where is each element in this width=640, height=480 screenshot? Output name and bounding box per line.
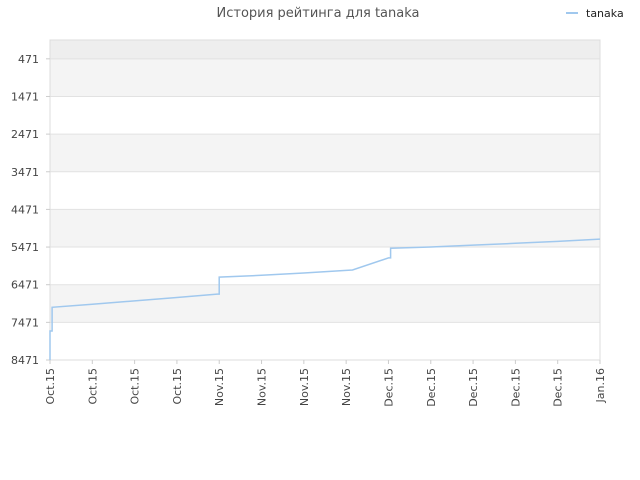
x-tick-label: Oct.15 <box>129 368 142 405</box>
plot-band <box>50 247 600 285</box>
grid-lines <box>49 39 601 361</box>
legend[interactable]: tanaka <box>566 7 624 20</box>
y-tick-label: 7471 <box>11 316 39 329</box>
plot-band <box>50 322 600 360</box>
plot-band <box>50 284 600 323</box>
series-layer <box>49 238 601 360</box>
y-axis: 471 1471 2471 3471 4471 5471 6471 7471 8471 <box>11 53 50 367</box>
x-tick-label: Oct.15 <box>171 368 184 405</box>
plot-frame <box>49 39 601 361</box>
legend-label: tanaka <box>586 7 624 20</box>
plot-band <box>50 58 600 97</box>
x-tick-label: Nov.15 <box>213 368 226 406</box>
chart-title: История рейтинга для tanaka <box>217 6 420 21</box>
y-tick-label: 4471 <box>11 203 39 216</box>
plot-bands <box>50 40 600 360</box>
x-axis: Oct.15 Oct.15 Oct.15 Oct.15 Nov.15 Nov.15 Nov.… <box>44 360 607 407</box>
y-tick-label: 5471 <box>11 241 39 254</box>
x-tick-label: Nov.15 <box>340 368 353 406</box>
x-tick-label: Dec.15 <box>467 368 480 407</box>
plot-band <box>50 96 600 135</box>
y-tick-label: 2471 <box>11 128 39 141</box>
x-tick-label: Dec.15 <box>382 368 395 407</box>
y-tick-label: 3471 <box>11 166 39 179</box>
series-line-tanaka <box>49 238 601 360</box>
y-tick-label: 1471 <box>11 90 39 103</box>
x-tick-label: Nov.15 <box>298 368 311 406</box>
x-tick-label: Dec.15 <box>425 368 438 407</box>
y-tick-label: 8471 <box>11 354 39 367</box>
plot-band <box>50 134 600 172</box>
x-tick-label: Oct.15 <box>86 368 99 405</box>
y-tick-label: 6471 <box>11 279 39 292</box>
plot-band <box>50 209 600 248</box>
plot-band <box>50 171 600 210</box>
x-tick-label: Dec.15 <box>509 368 522 407</box>
x-tick-label: Oct.15 <box>44 368 57 405</box>
x-tick-label: Dec.15 <box>552 368 565 407</box>
plot-band <box>50 40 600 59</box>
x-tick-label: Nov.15 <box>256 368 269 406</box>
x-tick-label: Jan.16 <box>594 368 607 403</box>
y-tick-label: 471 <box>18 53 39 66</box>
